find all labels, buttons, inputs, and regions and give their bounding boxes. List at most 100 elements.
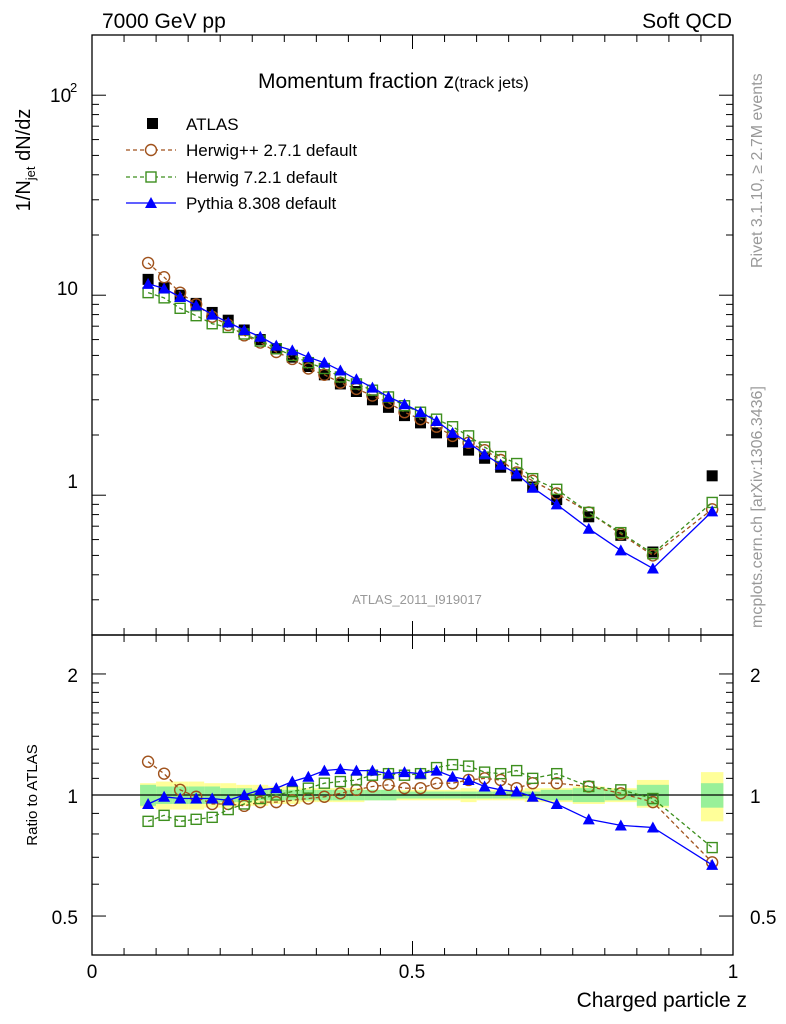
- ratio-point-pythia-8-308-default: [526, 790, 539, 802]
- y-tick-label-100: 10 2: [50, 80, 77, 107]
- ylabel-tail: dN/dz: [13, 109, 35, 167]
- main-point-atlas: [647, 546, 659, 558]
- legend-label-atlas: ATLAS: [186, 115, 239, 134]
- main-point-atlas: [382, 401, 394, 413]
- main-point-pythia-8-308-default: [254, 330, 267, 342]
- main-point-herwig-2-7-1-default: [318, 368, 331, 381]
- header-left: 7000 GeV pp: [102, 10, 226, 33]
- main-point-pythia-8-308-default: [614, 544, 627, 556]
- main-point-atlas: [706, 470, 718, 482]
- main-point-pythia-8-308-default: [142, 277, 155, 289]
- chart-title-sub: (track jets): [454, 75, 529, 92]
- main-point-pythia-8-308-default: [414, 406, 427, 418]
- ratio-point-pythia-8-308-default: [462, 773, 475, 785]
- main-series-group: [141, 256, 719, 574]
- chart-title: Momentum fraction z(track jets): [258, 70, 529, 93]
- ratio-point-herwig-2-7-1-default: [430, 776, 443, 790]
- ratio-line-herwig-7-2-1-default: [147, 763, 713, 849]
- main-point-pythia-8-308-default: [462, 436, 475, 448]
- ratio-point-pythia-8-308-default: [302, 770, 315, 782]
- ratio-point-herwig-2-7-1-default: [270, 795, 283, 809]
- ratio-point-pythia-8-308-default: [270, 782, 283, 794]
- main-point-atlas: [302, 361, 314, 373]
- analysis-label: ATLAS_2011_I919017: [352, 592, 482, 607]
- main-series-herwig-2-7-1-default: [141, 256, 719, 562]
- main-point-pythia-8-308-default: [302, 351, 315, 363]
- legend-label-herwig7: Herwig 7.2.1 default: [186, 168, 337, 187]
- ratio-point-herwig-7-2-1-default: [494, 767, 507, 780]
- main-point-atlas: [286, 351, 298, 363]
- main-point-herwig-7-2-1-default: [190, 309, 202, 322]
- x-tick-label-1: 1: [728, 962, 739, 983]
- main-point-pythia-8-308-default: [318, 356, 331, 368]
- main-point-pythia-8-308-default: [706, 505, 719, 517]
- legend-entry-atlas: ATLAS: [147, 115, 239, 134]
- ratio-point-herwig-2-7-1-default: [550, 776, 563, 790]
- ratio-frame: [91, 634, 734, 956]
- main-point-pythia-8-308-default: [398, 398, 411, 410]
- legend-marker-herwig7: [145, 171, 157, 183]
- x-tick-label-0: 0: [87, 962, 98, 983]
- ratio-point-herwig-2-7-1-default: [318, 790, 331, 803]
- ratio-point-pythia-8-308-default: [414, 767, 427, 779]
- main-point-herwig-7-2-1-default: [583, 506, 595, 519]
- main-point-pythia-8-308-default: [190, 299, 203, 311]
- ratio-point-herwig-7-2-1-default: [706, 841, 718, 854]
- ratio-point-pythia-8-308-default: [646, 821, 659, 833]
- legend-entry-pythia: Pythia 8.308 default: [126, 194, 337, 213]
- ratio-point-pythia-8-308-default: [190, 792, 203, 804]
- ratio-point-pythia-8-308-default: [398, 766, 411, 778]
- ratio-point-herwig-2-7-1-default: [334, 787, 347, 800]
- ratio-point-pythia-8-308-default: [550, 797, 563, 809]
- main-point-pythia-8-308-default: [270, 339, 283, 351]
- main-point-pythia-8-308-default: [494, 458, 507, 470]
- y-tick-label-1: 1: [67, 472, 78, 493]
- legend-entry-herwigpp: Herwig++ 2.7.1 default: [126, 141, 357, 160]
- ratio-point-herwig-7-2-1-default: [190, 813, 202, 826]
- ratio-y-axis-title: Ratio to ATLAS: [24, 744, 41, 845]
- ratio-y-tick-label-1: 1: [67, 787, 78, 808]
- ratio-panel: 2 1 0.5 2 1 0.5 Ratio to ATLAS 0 0.5 1 C…: [24, 634, 776, 1012]
- main-series-atlas: [142, 273, 718, 558]
- ratio-y-tick-label-2: 2: [67, 666, 78, 687]
- main-point-pythia-8-308-default: [510, 467, 523, 479]
- main-series-herwig-7-2-1-default: [142, 286, 718, 560]
- ratio-point-pythia-8-308-default: [174, 792, 187, 804]
- ratio-series-herwig-2-7-1-default: [141, 755, 719, 869]
- ratio-point-herwig-7-2-1-default: [206, 811, 218, 824]
- main-point-pythia-8-308-default: [446, 426, 459, 438]
- ratio-point-pythia-8-308-default: [382, 767, 395, 779]
- ratio-point-pythia-8-308-default: [430, 764, 443, 776]
- main-axis-ticks: [91, 34, 734, 636]
- ratio-point-pythia-8-308-default: [222, 794, 235, 806]
- ratio-series-pythia-8-308-default: [142, 763, 719, 870]
- main-panel: 1 10 10 2 1/Njet dN/dz Momentum fraction…: [13, 34, 734, 636]
- ratio-point-pythia-8-308-default: [706, 858, 719, 870]
- ratio-point-herwig-7-2-1-default: [302, 782, 315, 794]
- ratio-point-pythia-8-308-default: [366, 764, 379, 776]
- main-point-herwig-7-2-1-default: [615, 526, 627, 539]
- header-right: Soft QCD: [642, 10, 732, 33]
- ratio-point-herwig-7-2-1-default: [446, 758, 459, 771]
- main-point-pythia-8-308-default: [382, 390, 395, 402]
- ratio-point-herwig-7-2-1-default: [478, 766, 491, 778]
- legend-entry-herwig7: Herwig 7.2.1 default: [126, 168, 337, 187]
- ratio-point-herwig-2-7-1-default: [286, 794, 299, 807]
- main-point-pythia-8-308-default: [238, 323, 251, 335]
- ratio-point-pythia-8-308-default: [142, 797, 155, 809]
- main-point-pythia-8-308-default: [430, 414, 443, 426]
- main-point-pythia-8-308-default: [222, 316, 235, 328]
- main-point-atlas: [463, 444, 475, 456]
- legend-label-pythia: Pythia 8.308 default: [186, 194, 337, 213]
- main-point-herwig-7-2-1-default: [647, 547, 659, 560]
- ratio-point-pythia-8-308-default: [286, 775, 299, 787]
- chart-title-main: Momentum fraction z: [258, 70, 454, 93]
- ratio-point-pythia-8-308-default: [614, 819, 627, 831]
- main-point-pythia-8-308-default: [206, 308, 219, 320]
- ratio-point-herwig-7-2-1-default: [174, 815, 186, 828]
- main-y-axis-title: 1/Njet dN/dz: [13, 109, 38, 212]
- y-tick-label-10: 10: [57, 279, 78, 300]
- y-tick-label-100-base: 10: [50, 86, 71, 107]
- ylabel-main: 1/N: [13, 180, 35, 211]
